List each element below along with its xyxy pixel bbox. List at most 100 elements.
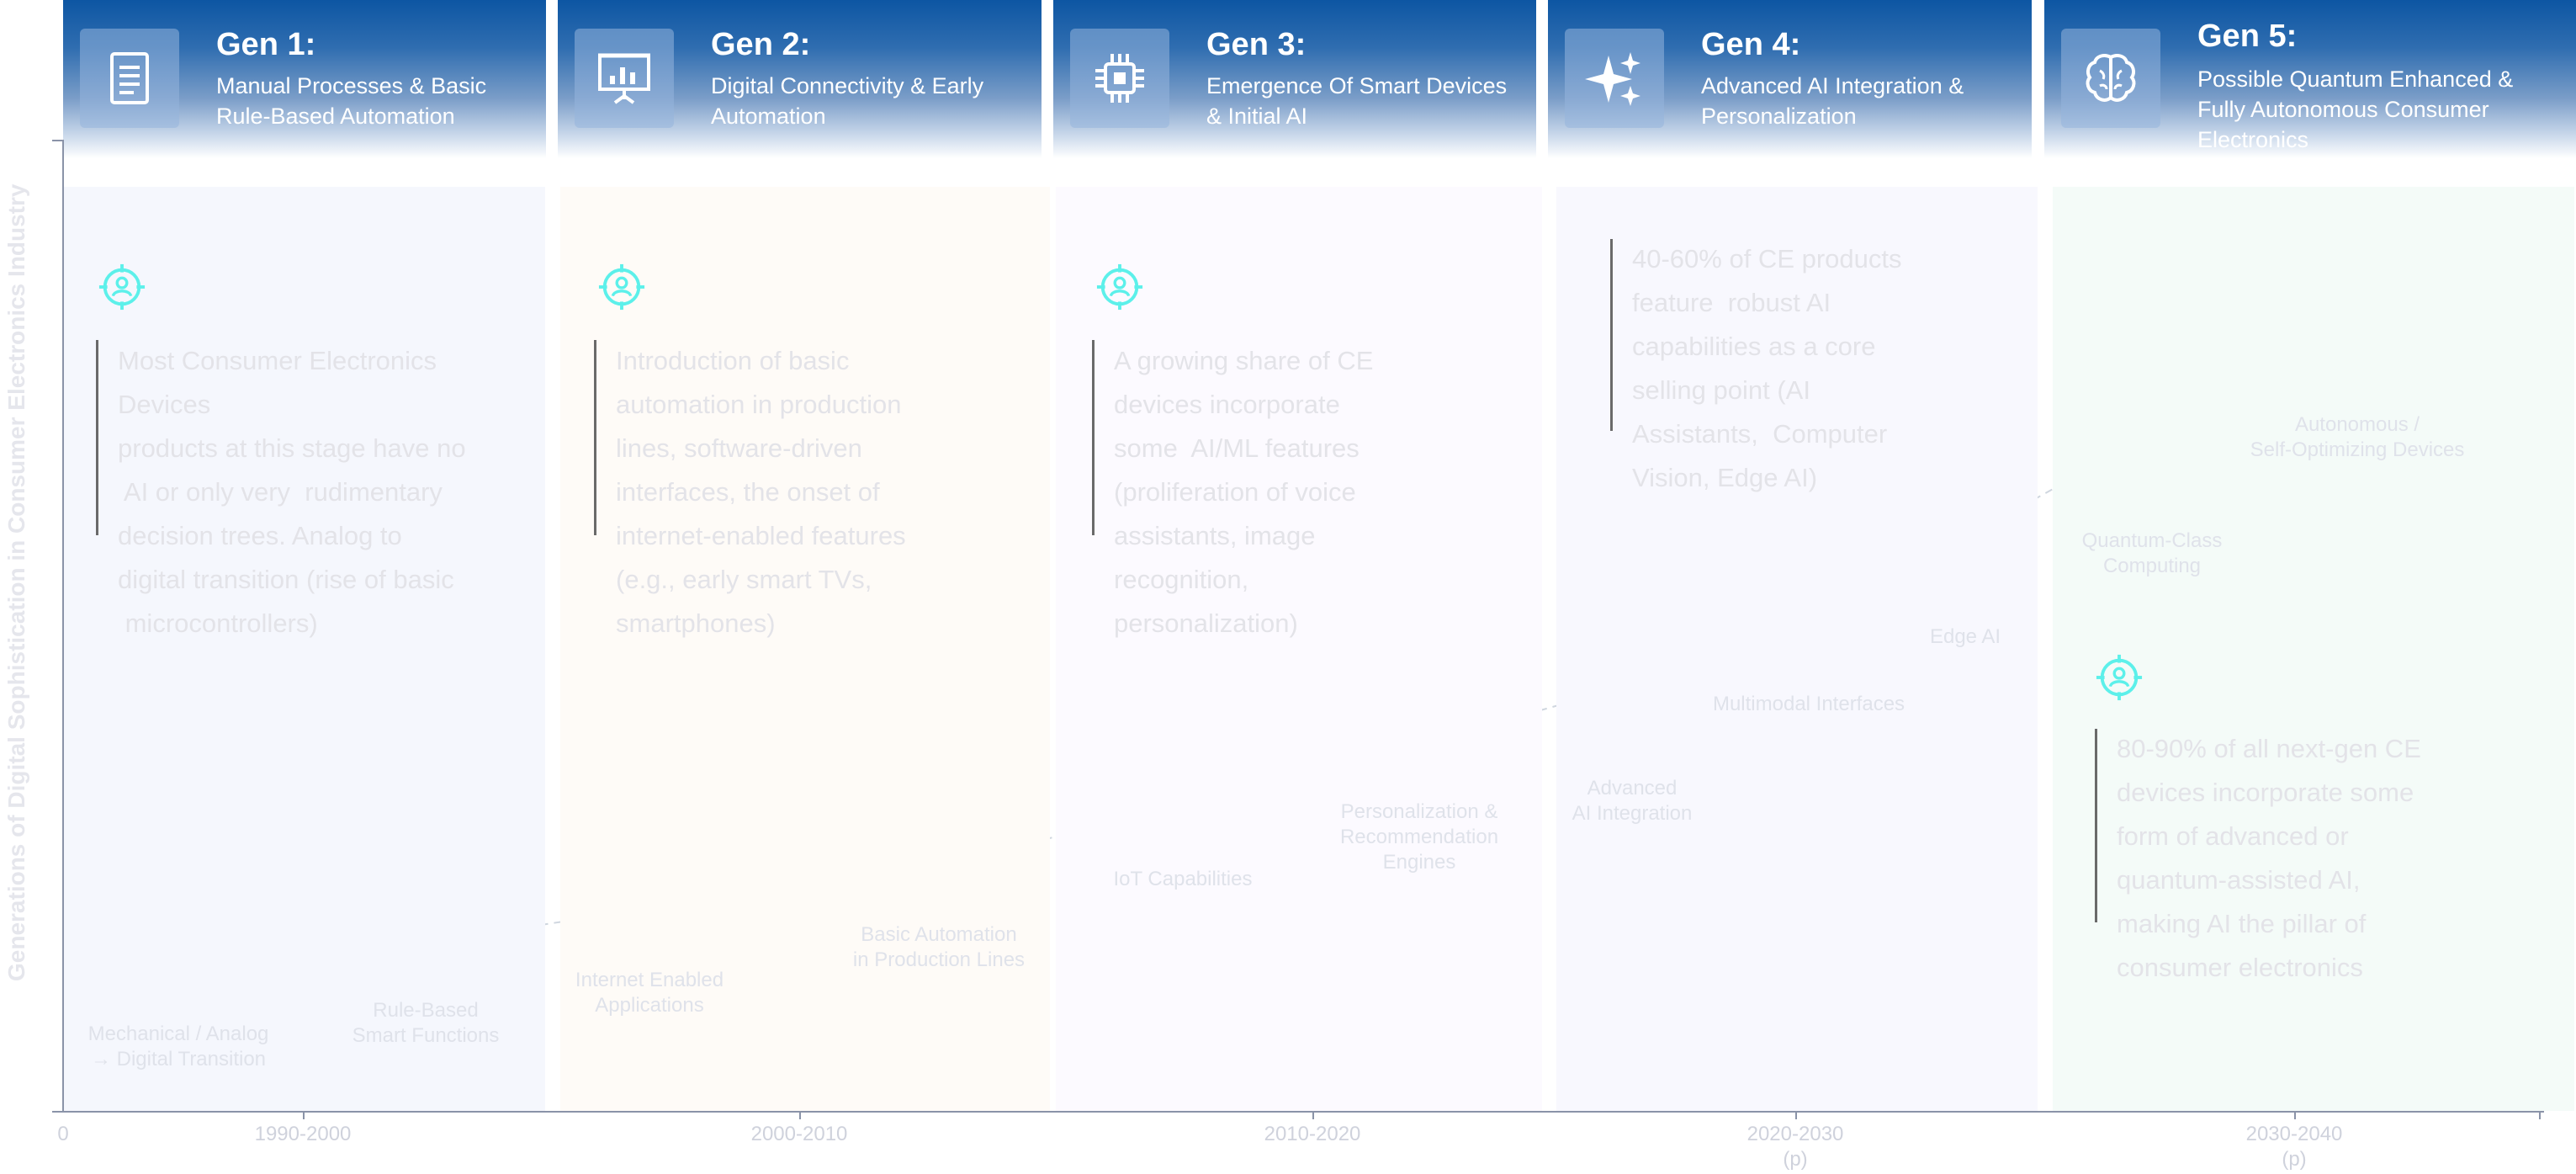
x-axis-tick: [799, 1111, 801, 1119]
note-accent-bar: [1092, 340, 1095, 535]
milestone-label-line: Self-Optimizing Devices: [2250, 438, 2465, 461]
x-axis-tick: [1312, 1111, 1314, 1119]
generation-panel-4: [1556, 187, 2038, 1111]
note-line: 80-90% of all next-gen CE: [2117, 734, 2421, 763]
milestone-label-line: Rule-Based: [373, 999, 479, 1022]
milestone-label: Advanced AI Integration: [1572, 776, 1693, 826]
note-line: quantum-assisted AI,: [2117, 865, 2361, 895]
milestone-label-line: Smart Functions: [352, 1024, 500, 1047]
note-line: Assistants, Computer: [1632, 419, 1888, 449]
milestone-label: Basic Automation in Production Lines: [853, 922, 1025, 973]
note-line: Introduction of basic: [616, 346, 850, 375]
note-line: recognition,: [1114, 565, 1249, 594]
x-axis-tick-label: 2010-2020: [1264, 1123, 1361, 1145]
milestone-label-line: Mechanical / Analog: [87, 1023, 269, 1045]
note-line: capabilities as a core: [1632, 332, 1876, 361]
generation-title: Gen 1:: [216, 27, 316, 62]
milestone-label-line: in Production Lines: [852, 948, 1026, 971]
x-axis-tick-label: 1990-2000: [254, 1123, 352, 1145]
note-line: interfaces, the onset of: [616, 477, 880, 507]
document-icon: [80, 29, 179, 128]
note-line: smartphones): [616, 608, 776, 638]
note-line: automation in production: [616, 390, 902, 419]
note-line: selling point (AI: [1632, 375, 1810, 405]
sparkle-icon: [1565, 29, 1664, 128]
generation-title: Gen 3:: [1206, 27, 1307, 62]
x-axis-tick-label: 2000-2010: [750, 1123, 848, 1145]
x-axis-tick-sublabel: (p): [1783, 1148, 1808, 1171]
milestone-label: Personalization & Recommendation Engines: [1340, 799, 1498, 875]
milestone-label-line: Engines: [1382, 851, 1456, 874]
note-line: Devices: [118, 390, 211, 419]
note-accent-bar: [1610, 239, 1613, 431]
x-axis-tick-sublabel: (p): [2282, 1148, 2307, 1171]
note-line: making AI the pillar of: [2117, 909, 2367, 938]
note-line: consumer electronics: [2117, 953, 2363, 982]
note-accent-bar: [96, 340, 98, 535]
note-line: form of advanced or: [2117, 821, 2349, 851]
note-line: devices incorporate: [1114, 390, 1340, 419]
x-axis-tick: [303, 1111, 305, 1119]
presentation-icon: [575, 29, 674, 128]
generation-title: Gen 5:: [2197, 19, 2298, 54]
generation-panel-2: [560, 187, 1050, 1111]
generation-subtitle: Manual Processes & Basic Rule-Based Auto…: [216, 73, 487, 129]
x-axis-tick: [2294, 1111, 2296, 1119]
generation-note-4: 40-60% of CE products feature robust AI ca…: [1632, 237, 1902, 500]
note-line: some AI/ML features: [1114, 433, 1360, 463]
generation-subtitle: Emergence Of Smart Devices & Initial AI: [1206, 73, 1508, 129]
generation-subtitle: Possible Quantum Enhanced & Fully Autono…: [2197, 66, 2514, 152]
milestone-label: Multimodal Interfaces: [1713, 692, 1905, 717]
milestone-label: Internet Enabled Applications: [575, 968, 724, 1018]
x-axis-tick-label: 2030-2040: [2245, 1123, 2343, 1145]
milestone-label-line: Basic Automation: [861, 923, 1017, 946]
generation-title: Gen 4:: [1701, 27, 1801, 62]
note-line: Vision, Edge AI): [1632, 463, 1818, 492]
generation-header-1: Gen 1: Manual Processes & Basic Rule-Base…: [63, 0, 546, 158]
generation-subtitle: Digital Connectivity & Early Automation: [711, 73, 984, 129]
milestone-label-line: → Digital Transition: [90, 1048, 267, 1070]
milestone-label-line: Advanced: [1587, 777, 1678, 799]
chip-icon: [1070, 29, 1169, 128]
brain-icon: [2061, 29, 2160, 128]
note-line: feature robust AI: [1632, 288, 1831, 317]
generation-panel-3: [1056, 187, 1542, 1111]
x-axis-end-tick: [2539, 1111, 2541, 1119]
generation-title: Gen 2:: [711, 27, 811, 62]
milestone-label-line: Applications: [595, 994, 704, 1017]
milestone-label: Quantum-Class Computing: [2082, 529, 2223, 579]
milestone-label-line: Computing: [2102, 555, 2202, 577]
milestone-label-line: Edge AI: [1929, 625, 2001, 648]
milestone-label-line: AI Integration: [1572, 802, 1693, 825]
x-axis-line: [52, 1111, 2544, 1113]
generation-subtitle: Advanced AI Integration & Personalizatio…: [1701, 73, 1964, 129]
note-line: microcontrollers): [118, 608, 318, 638]
y-axis-line: [62, 140, 64, 1111]
generation-header-5: Gen 5: Possible Quantum Enhanced & Fully …: [2044, 0, 2576, 158]
milestone-label-line: Quantum-Class: [2081, 529, 2223, 552]
note-accent-bar: [594, 340, 596, 535]
note-line: Most Consumer Electronics: [118, 346, 437, 375]
milestone-label-line: Personalization &: [1340, 800, 1498, 823]
milestone-label-line: Multimodal Interfaces: [1712, 693, 1905, 715]
generation-panel-1: [63, 187, 545, 1111]
milestone-label-line: Internet Enabled: [575, 969, 724, 991]
milestone-label: IoT Capabilities: [1114, 867, 1253, 892]
milestone-label-line: Autonomous /: [2294, 413, 2420, 436]
note-line: lines, software-driven: [616, 433, 862, 463]
note-accent-bar: [2095, 729, 2097, 922]
milestone-label-line: Recommendation: [1339, 826, 1499, 848]
generation-header-4: Gen 4: Advanced AI Integration & Personal…: [1548, 0, 2032, 158]
milestone-label: Rule-Based Smart Functions: [352, 998, 500, 1049]
target-user-icon: [1095, 263, 1144, 311]
y-axis-title: Generations of Digital Sophistication in…: [3, 183, 29, 981]
generation-note-1: Most Consumer Electronics Devices products…: [118, 339, 466, 645]
note-line: devices incorporate some: [2117, 778, 2414, 807]
milestone-label-line: IoT Capabilities: [1113, 868, 1253, 890]
milestone-label: Autonomous / Self-Optimizing Devices: [2250, 412, 2465, 463]
target-user-icon: [98, 263, 146, 311]
note-line: products at this stage have no: [118, 433, 466, 463]
note-line: (e.g., early smart TVs,: [616, 565, 872, 594]
note-line: personalization): [1114, 608, 1298, 638]
